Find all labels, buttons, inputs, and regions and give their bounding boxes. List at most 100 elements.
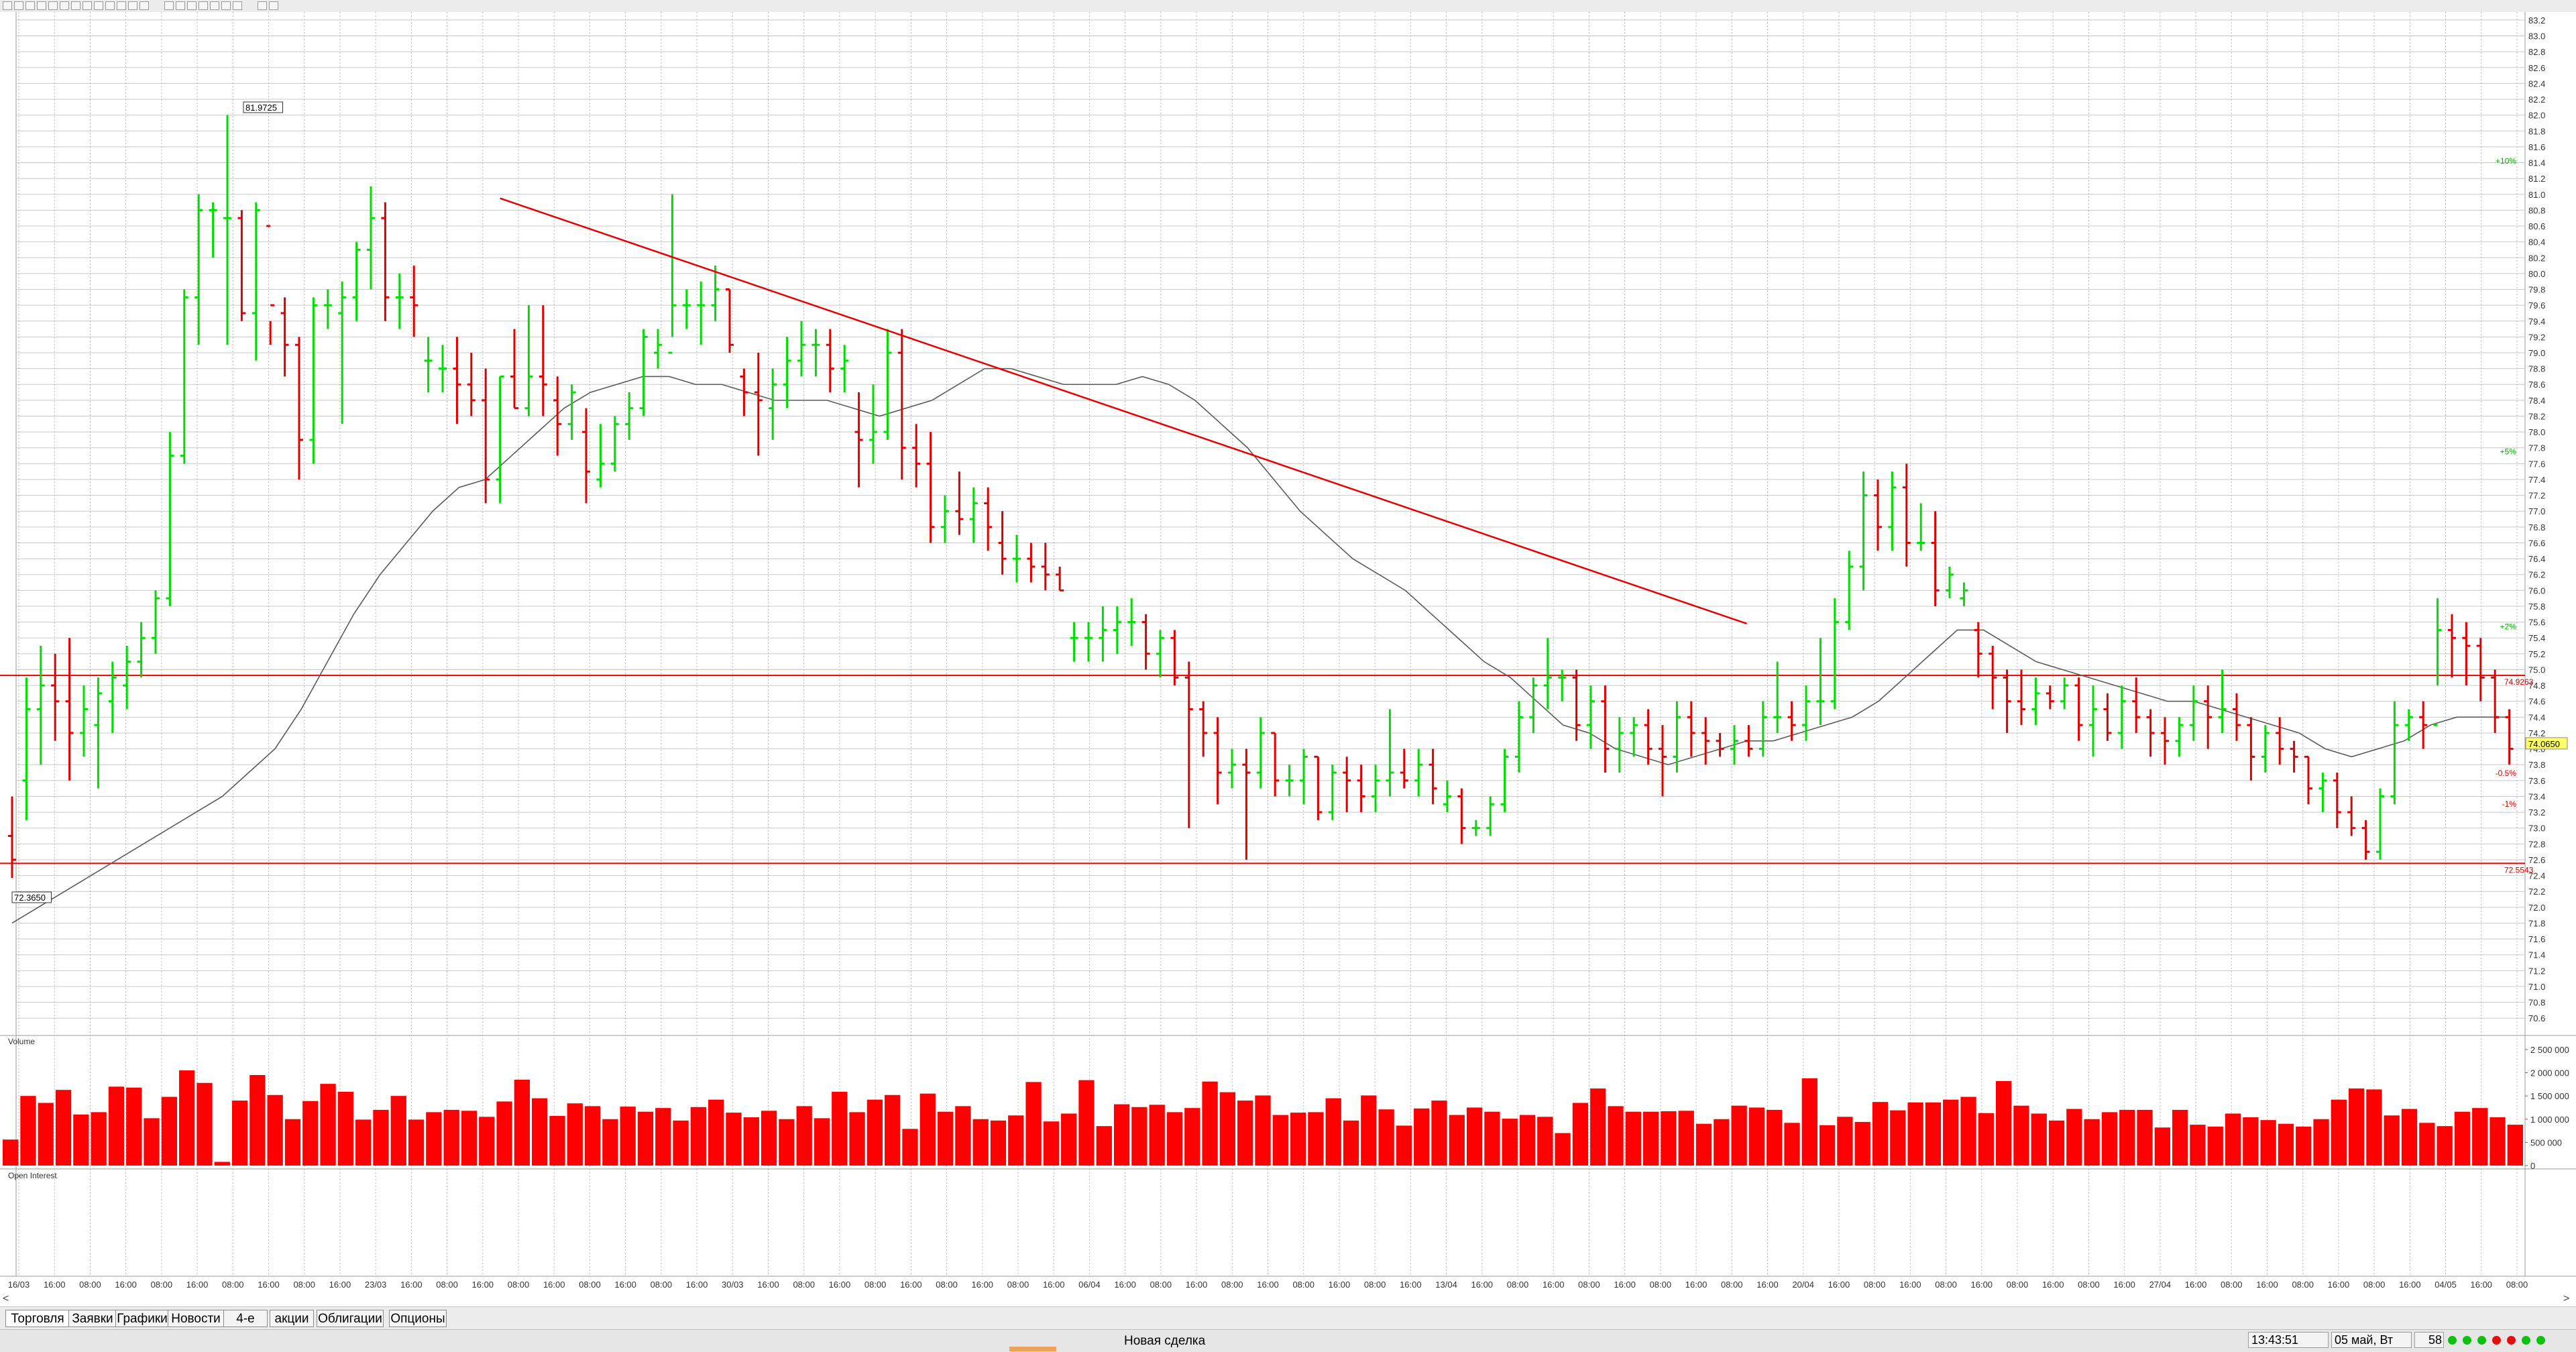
time-tick-label: 16:00 — [900, 1280, 922, 1290]
text-icon[interactable] — [128, 1, 137, 10]
volume-bar — [1396, 1125, 1412, 1166]
volume-bar — [1767, 1109, 1783, 1166]
volume-bar — [1272, 1115, 1288, 1166]
price-tick-label: 83.2 — [2528, 15, 2545, 25]
load-template-icon[interactable] — [269, 1, 278, 10]
bar-type-icon[interactable] — [210, 1, 219, 10]
gann-icon[interactable] — [164, 1, 174, 10]
last-price-marker — [2525, 737, 2568, 750]
volume-bar — [1960, 1096, 1976, 1166]
volume-bar — [2048, 1120, 2065, 1166]
volume-bar — [1078, 1080, 1095, 1166]
min-price-label-box — [11, 891, 52, 903]
ellipse-icon[interactable] — [117, 1, 126, 10]
volume-tick-label: 2 000 000 — [2530, 1068, 2569, 1078]
tab-8[interactable]: Опционы — [389, 1310, 447, 1327]
fibonacci-icon[interactable] — [82, 1, 92, 10]
volume-bar — [955, 1106, 971, 1166]
tab-7[interactable]: Облигации — [317, 1310, 384, 1327]
candle-type-icon[interactable] — [199, 1, 208, 10]
tab-1[interactable]: Торговля — [5, 1310, 70, 1327]
indicator-add-icon[interactable] — [187, 1, 197, 10]
price-tick-label: 70.8 — [2528, 998, 2545, 1008]
tab-5[interactable]: 4-е — [223, 1310, 268, 1327]
volume-bar — [885, 1094, 901, 1166]
lower-level-label: 72.5543 — [2504, 865, 2534, 875]
volume-bar — [2489, 1117, 2506, 1166]
cursor-icon[interactable] — [3, 1, 12, 10]
ray-icon[interactable] — [60, 1, 69, 10]
percent-level-label: +2% — [2500, 622, 2517, 632]
volume-bar — [1661, 1111, 1677, 1166]
connection-indicator-dot — [2492, 1336, 2501, 1345]
price-tick-label: 81.8 — [2528, 126, 2545, 136]
volume-bar — [161, 1096, 178, 1166]
time-tick-label: 08:00 — [293, 1280, 315, 1290]
price-chart[interactable]: 83.2 83.0 82.8 82.6 82.4 82.2 82.0 81.8 81.6 81.4… — [0, 12, 2576, 1293]
volume-bar — [1343, 1120, 1359, 1166]
volume-tick-label: 2 500 000 — [2530, 1045, 2569, 1055]
volume-bar — [2437, 1126, 2453, 1166]
price-tick-label: 75.0 — [2528, 665, 2545, 675]
volume-bar — [2507, 1125, 2523, 1166]
crosshair-icon[interactable] — [14, 1, 23, 10]
price-tick-label: 79.6 — [2528, 300, 2545, 311]
hline-icon[interactable] — [37, 1, 46, 10]
time-tick-label: 16:00 — [614, 1280, 636, 1290]
volume-bar — [2313, 1119, 2329, 1166]
price-tick-label: 80.4 — [2528, 237, 2545, 247]
price-tick-label: 81.6 — [2528, 142, 2545, 152]
volume-bar — [1854, 1121, 1870, 1166]
save-template-icon[interactable] — [258, 1, 267, 10]
volume-bar — [761, 1111, 777, 1166]
price-tick-label: 81.0 — [2528, 190, 2545, 200]
time-tick-label: 08:00 — [579, 1280, 601, 1290]
volume-bar — [1714, 1119, 1730, 1166]
volume-bar — [2454, 1111, 2471, 1166]
rectangle-icon[interactable] — [105, 1, 115, 10]
trendline-icon[interactable] — [48, 1, 58, 10]
volume-bar — [1061, 1113, 1077, 1166]
volume-bar — [20, 1096, 36, 1166]
time-tick-label: 20/04 — [1792, 1280, 1814, 1290]
time-tick-label: 08:00 — [936, 1280, 958, 1290]
time-tick-label: 08:00 — [1507, 1280, 1529, 1290]
volume-bar — [1678, 1111, 1694, 1166]
tab-4[interactable]: Новости — [168, 1310, 224, 1327]
tab-3[interactable]: Графики — [115, 1310, 169, 1327]
volume-bar — [443, 1109, 459, 1166]
volume-bar — [1484, 1111, 1500, 1166]
pencil-icon[interactable] — [71, 1, 80, 10]
time-tick-label: 08:00 — [2506, 1280, 2528, 1290]
volume-bar — [1590, 1088, 1606, 1166]
channel-icon[interactable] — [139, 1, 149, 10]
volume-bar — [1290, 1113, 1306, 1166]
volume-bar — [179, 1070, 195, 1166]
arc-icon[interactable] — [94, 1, 103, 10]
grid-icon[interactable] — [233, 1, 242, 10]
time-tick-label: 16/03 — [8, 1280, 30, 1290]
zoom-icon[interactable] — [25, 1, 35, 10]
time-tick-label: 08:00 — [151, 1280, 173, 1290]
volume-bar — [1907, 1102, 1923, 1166]
tab-6[interactable]: акции — [270, 1310, 314, 1327]
time-tick-label: 16:00 — [1257, 1280, 1279, 1290]
volume-bar — [1378, 1109, 1394, 1166]
price-tick-label: 79.2 — [2528, 332, 2545, 342]
scroll-left-arrow-icon[interactable]: < — [3, 1293, 9, 1304]
min-price-label: 72.3650 — [14, 893, 46, 903]
color-icon[interactable] — [221, 1, 231, 10]
properties-icon[interactable] — [176, 1, 185, 10]
price-tick-label: 82.4 — [2528, 78, 2545, 89]
time-tick-label: 08:00 — [2007, 1280, 2029, 1290]
scroll-right-arrow-icon[interactable]: > — [2563, 1293, 2570, 1304]
price-tick-label: 74.8 — [2528, 681, 2545, 691]
status-message: Новая сделка — [1124, 1334, 1206, 1348]
volume-bar — [2154, 1127, 2170, 1166]
volume-bar — [1255, 1095, 1271, 1166]
tab-2[interactable]: Заявки — [68, 1310, 117, 1327]
status-clock: 13:43:51 — [2248, 1332, 2329, 1348]
price-tick-label: 78.4 — [2528, 396, 2545, 406]
max-price-label-box — [243, 101, 283, 113]
volume-bar — [2013, 1105, 2029, 1166]
